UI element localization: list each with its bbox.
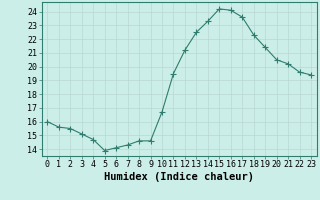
X-axis label: Humidex (Indice chaleur): Humidex (Indice chaleur) (104, 172, 254, 182)
